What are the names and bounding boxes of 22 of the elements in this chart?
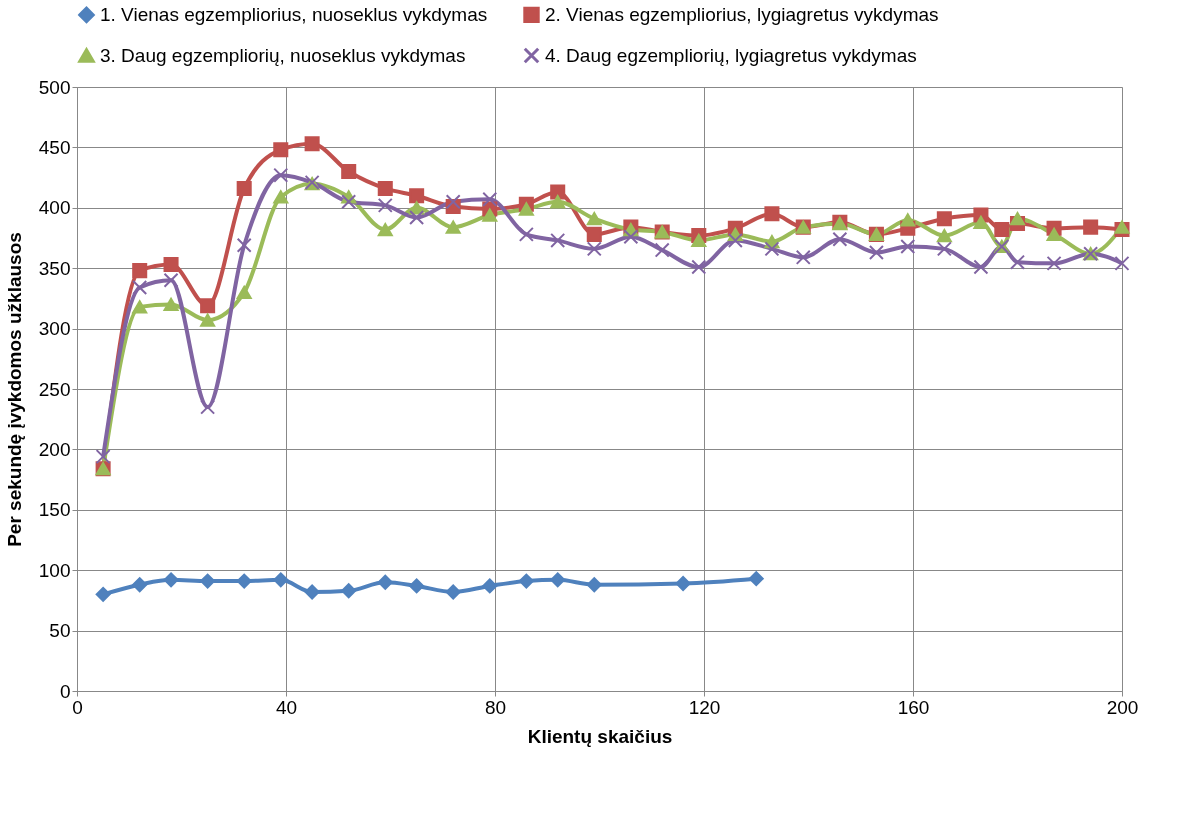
- x-tick-label: 80: [484, 696, 507, 718]
- legend-label: 2. Vienas egzempliorius, lygiagretus vykdymas: [545, 3, 939, 25]
- x-tick-label: 200: [1106, 696, 1139, 718]
- x-tick-label: 40: [275, 696, 298, 718]
- legend-label: 1. Vienas egzempliorius, nuoseklus vykdymas: [100, 3, 488, 25]
- y-tick-label: 250: [38, 378, 71, 400]
- y-tick-label: 200: [38, 438, 71, 460]
- y-tick-label: 500: [38, 76, 71, 98]
- y-tick-label: 100: [38, 559, 71, 581]
- x-tick-label: 160: [897, 696, 930, 718]
- y-tick-label: 50: [49, 620, 71, 642]
- y-tick-label: 150: [38, 499, 71, 521]
- y-tick-label: 350: [38, 257, 71, 279]
- x-tick-label: 120: [688, 696, 721, 718]
- x-axis-title: Klientų skaičius: [527, 725, 673, 747]
- y-tick-label: 0: [59, 680, 71, 702]
- y-tick-label: 400: [38, 197, 71, 219]
- y-tick-label: 300: [38, 318, 71, 340]
- legend-label: 3. Daug egzempliorių, nuoseklus vykdymas: [100, 44, 466, 66]
- y-axis-title: Per sekundę įvykdomos užklausos: [3, 232, 25, 547]
- legend-label: 4. Daug egzempliorių, lygiagretus vykdymas: [545, 44, 917, 66]
- y-tick-label: 450: [38, 136, 71, 158]
